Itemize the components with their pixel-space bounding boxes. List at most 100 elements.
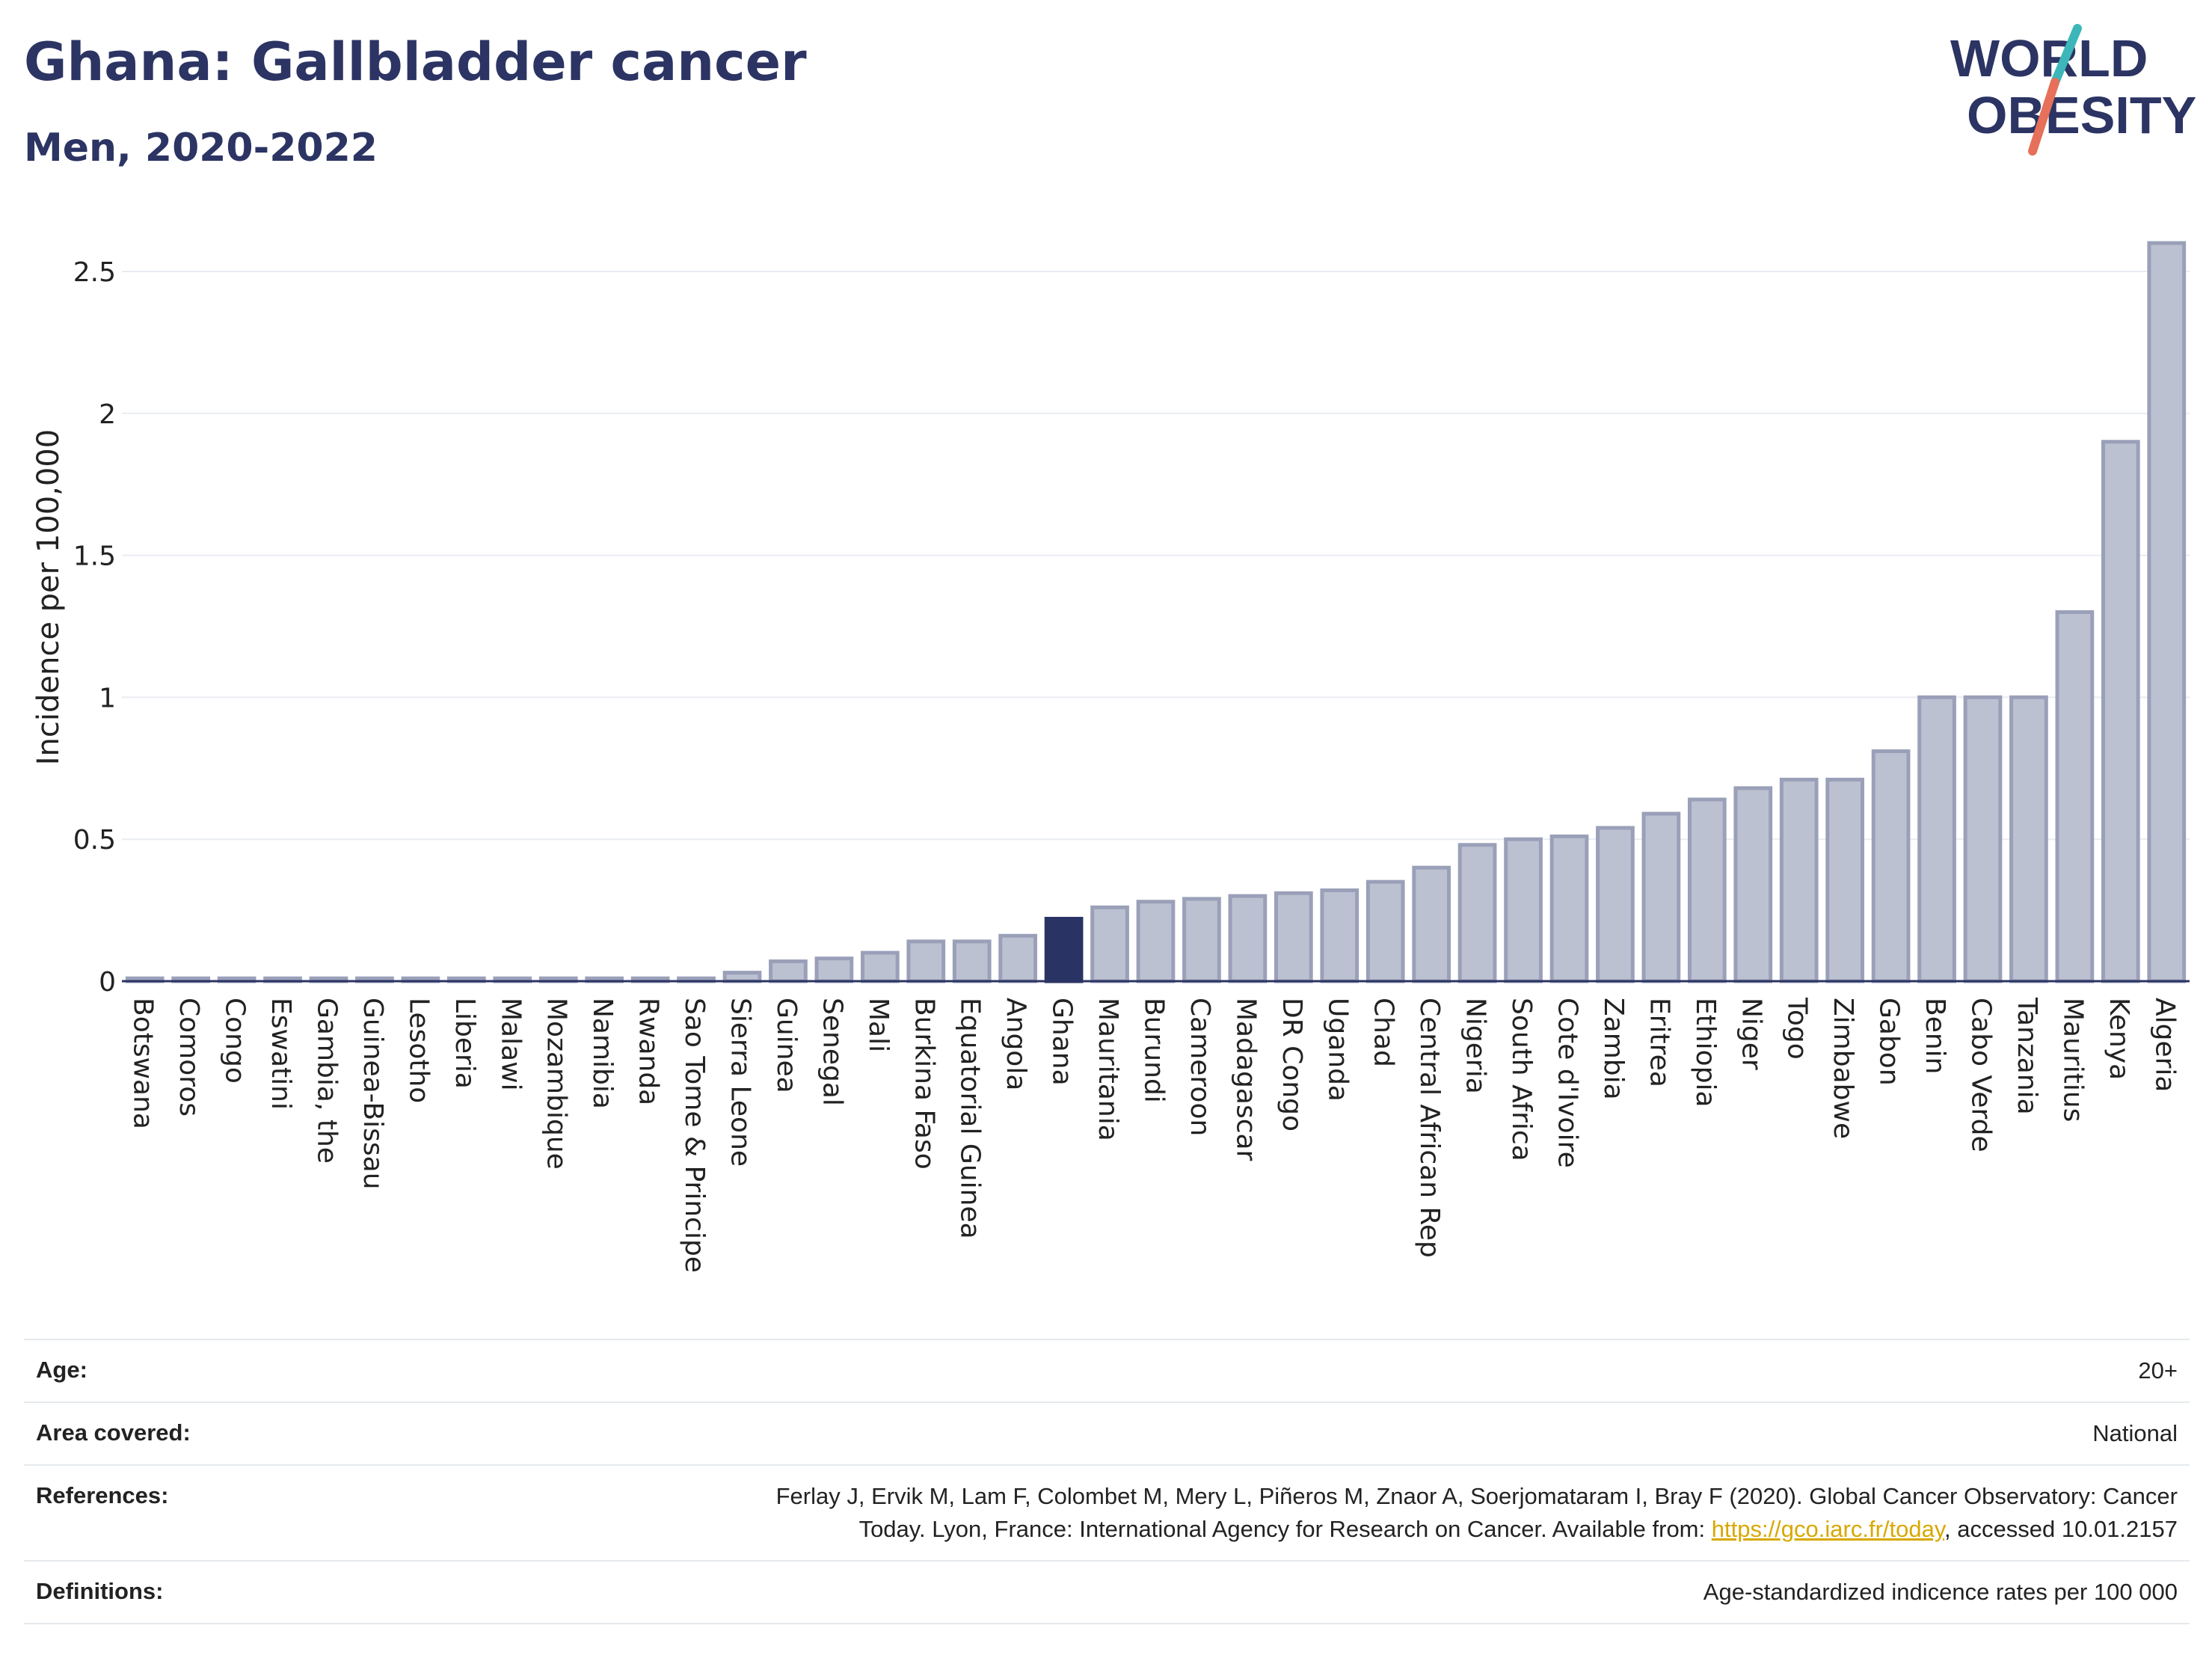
page-title: Ghana: Gallbladder cancer [24, 31, 807, 93]
x-tick-label: Central African Rep [1414, 998, 1445, 1258]
x-tick-label: Gabon [1874, 998, 1905, 1086]
logo-text-obesity: OBESITY [1967, 86, 2196, 144]
x-tick-label: Comoros [173, 998, 204, 1117]
meta-row-age: Age: 20+ [24, 1339, 2190, 1401]
x-axis-labels: Botswana Comoros Congo Eswatini Gambia, the G… [128, 997, 2181, 1273]
logo-text-world: WORLD [1950, 29, 2148, 87]
reference-link[interactable]: https://gco.iarc.fr/today [1711, 1516, 1945, 1542]
x-tick-label: Gambia, the [312, 998, 342, 1164]
x-tick-label: Eswatini [265, 998, 296, 1110]
bar [1779, 777, 1819, 983]
bar [1320, 888, 1360, 983]
x-tick-label: Zambia [1598, 998, 1629, 1100]
reference-line-2-suffix: , accessed 10.01.2157 [1944, 1516, 2178, 1542]
bar [1596, 826, 1635, 983]
bar-highlight [1044, 916, 1084, 983]
meta-value-age: 20+ [2138, 1357, 2178, 1384]
reference-line-2-prefix: Today. Lyon, France: International Agenc… [858, 1516, 1712, 1542]
x-tick-label: DR Congo [1276, 998, 1307, 1132]
bar [1136, 900, 1176, 983]
bar-chart: 0 0.5 1 1.5 2 2.5 Botswana Comoros Congo Eswatin… [31, 241, 2190, 1273]
bar [1090, 905, 1129, 983]
bar [1274, 891, 1313, 983]
x-tick-label: Guinea [771, 998, 802, 1093]
x-tick-label: Cameroon [1185, 998, 1215, 1136]
x-tick-label: South Africa [1506, 998, 1537, 1161]
logo-slash-coral [2028, 78, 2059, 156]
bar [2101, 440, 2140, 983]
x-tick-label: Mozambique [541, 998, 572, 1170]
bar [2055, 610, 2095, 983]
bar [1825, 777, 1865, 983]
x-tick-label: Eritrea [1644, 998, 1674, 1087]
bar [722, 971, 762, 983]
x-tick-label: Lesotho [403, 998, 434, 1103]
meta-row-references: References: Ferlay J, Ervik M, Lam F, Co… [24, 1464, 2190, 1560]
x-tick-label: Uganda [1322, 998, 1353, 1102]
bar [1412, 865, 1451, 983]
y-tick-label: 1.5 [73, 541, 116, 572]
x-tick-label: Kenya [2104, 998, 2134, 1080]
x-tick-label: Angola [1001, 998, 1031, 1090]
x-tick-label: Malawi [495, 998, 526, 1091]
x-tick-label: Botswana [128, 998, 159, 1129]
x-tick-label: Madagascar [1230, 998, 1261, 1161]
bar [1917, 695, 1956, 983]
y-tick-label: 2 [99, 399, 116, 430]
chart-bars [125, 241, 2187, 983]
bar [998, 933, 1038, 983]
y-tick-label: 0 [99, 967, 116, 998]
bar [814, 957, 854, 983]
bar [906, 939, 946, 983]
x-tick-label: Congo [220, 998, 251, 1084]
bar [1871, 749, 1911, 983]
bar [1687, 797, 1727, 983]
meta-value-references: Ferlay J, Ervik M, Lam F, Colombet M, Me… [776, 1480, 2178, 1546]
y-axis-label: Incidence per 100,000 [31, 429, 66, 766]
logo-slash-teal [2050, 24, 2082, 87]
bar [1228, 894, 1268, 983]
x-tick-label: Niger [1736, 998, 1766, 1070]
x-tick-label: Rwanda [633, 998, 664, 1105]
x-tick-label: Senegal [817, 998, 847, 1106]
x-tick-label: Mauritania [1093, 998, 1123, 1141]
reference-line-2: Today. Lyon, France: International Agenc… [776, 1513, 2178, 1546]
x-tick-label: Guinea-Bissau [357, 998, 388, 1190]
page-subtitle: Men, 2020-2022 [24, 126, 378, 171]
reference-line-1: Ferlay J, Ervik M, Lam F, Colombet M, Me… [775, 1483, 2178, 1509]
x-tick-label: Mauritius [2057, 998, 2088, 1122]
x-tick-label: Algeria [2149, 998, 2180, 1093]
x-tick-label: Togo [1782, 997, 1813, 1060]
bar [1549, 834, 1589, 983]
bar [2009, 695, 2048, 983]
bar [952, 939, 992, 983]
x-tick-label: Namibia [587, 998, 618, 1109]
x-tick-label: Nigeria [1460, 998, 1491, 1094]
x-tick-label: Mali [863, 998, 894, 1052]
meta-row-definitions: Definitions: Age-standardized indicence … [24, 1560, 2190, 1624]
x-tick-label: Cabo Verde [1966, 998, 1997, 1152]
meta-label-age: Age: [36, 1357, 87, 1383]
x-tick-label: Zimbabwe [1828, 998, 1858, 1139]
bar [1504, 837, 1543, 983]
x-tick-label: Burundi [1139, 998, 1170, 1103]
meta-value-area: National [2092, 1420, 2178, 1446]
meta-label-definitions: Definitions: [36, 1578, 164, 1604]
x-tick-label: Cote d'Ivoire [1552, 998, 1583, 1168]
x-tick-label: Sierra Leone [725, 998, 756, 1167]
x-tick-label: Tanzania [2012, 997, 2042, 1115]
bar [1963, 695, 2003, 983]
x-tick-label: Liberia [449, 998, 480, 1089]
y-tick-label: 0.5 [73, 825, 116, 856]
x-tick-label: Sao Tome & Principe [679, 998, 710, 1273]
x-tick-label: Chad [1368, 998, 1399, 1067]
x-tick-label: Ethiopia [1690, 998, 1721, 1108]
bar [860, 951, 900, 983]
y-tick-label: 1 [99, 683, 116, 713]
bar [1182, 897, 1221, 983]
world-obesity-logo: WORLD OBESITY [1950, 24, 2196, 156]
meta-value-definitions: Age-standardized indicence rates per 100… [1703, 1579, 2178, 1605]
x-tick-label: Equatorial Guinea [955, 998, 986, 1239]
bar [1641, 811, 1681, 983]
bar [769, 959, 808, 983]
